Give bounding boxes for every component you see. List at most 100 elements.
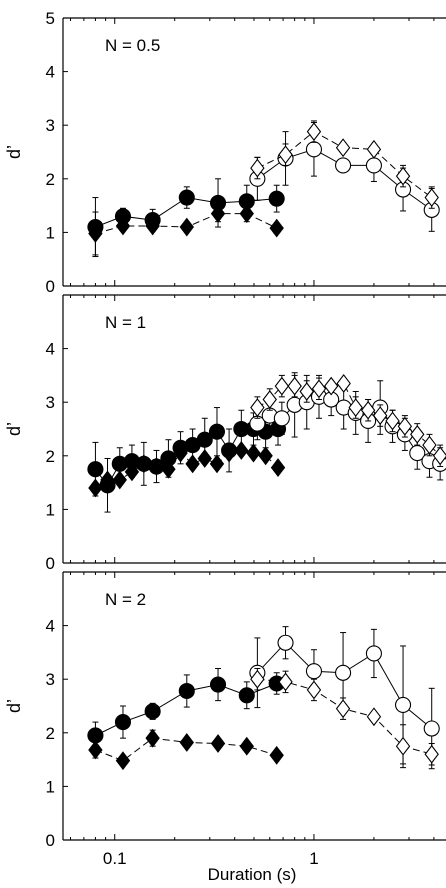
series-open-diamond bbox=[250, 667, 439, 769]
data-point-diamond bbox=[422, 435, 437, 455]
data-layer bbox=[87, 626, 440, 771]
data-point-diamond bbox=[306, 680, 322, 700]
y-tick-label: 0 bbox=[46, 277, 55, 296]
data-point-diamond bbox=[221, 443, 237, 463]
data-point-circle bbox=[394, 696, 412, 713]
series-open-diamond bbox=[250, 120, 439, 209]
data-point-circle bbox=[178, 189, 195, 206]
data-point-diamond bbox=[258, 446, 273, 466]
data-point-diamond bbox=[274, 376, 290, 396]
y-tick-label: 3 bbox=[46, 393, 55, 412]
data-point-diamond bbox=[145, 728, 160, 748]
series-filled-diamond bbox=[88, 728, 284, 771]
data-point-diamond bbox=[239, 204, 254, 224]
series-filled-diamond bbox=[88, 441, 286, 498]
data-point-diamond bbox=[234, 441, 249, 460]
data-point-circle bbox=[365, 645, 382, 662]
data-point-diamond bbox=[311, 379, 327, 399]
data-point-diamond bbox=[335, 138, 351, 158]
series-filled-circle bbox=[87, 178, 285, 258]
data-point-circle bbox=[409, 445, 426, 462]
panel-label: N = 2 bbox=[105, 590, 146, 609]
data-point-diamond bbox=[395, 736, 411, 756]
y-tick-label: 1 bbox=[46, 500, 55, 519]
y-tick-label: 2 bbox=[46, 447, 55, 466]
data-point-diamond bbox=[112, 470, 127, 490]
y-tick-label: 0 bbox=[46, 554, 55, 573]
data-point-diamond bbox=[250, 158, 265, 178]
data-point-diamond bbox=[306, 122, 322, 142]
data-point-circle bbox=[305, 141, 323, 158]
data-point-diamond bbox=[149, 457, 164, 476]
data-point-diamond bbox=[179, 733, 194, 752]
y-tick-label: 2 bbox=[46, 724, 55, 743]
panel-3: 0 1 2 3 4 0.1 1 d’ N = 2 bbox=[4, 571, 446, 868]
data-point-diamond bbox=[323, 376, 339, 396]
x-tick-label: 0.1 bbox=[103, 849, 127, 868]
data-point-diamond bbox=[115, 751, 131, 771]
data-point-circle bbox=[87, 461, 104, 478]
data-point-circle bbox=[365, 157, 382, 174]
series-open-circle bbox=[249, 122, 440, 232]
data-point-diamond bbox=[395, 166, 411, 186]
y-tick-label: 1 bbox=[46, 777, 55, 796]
data-point-diamond bbox=[299, 382, 314, 401]
data-point-diamond bbox=[262, 390, 277, 409]
data-point-diamond bbox=[366, 139, 382, 159]
y-tick-label: 0 bbox=[46, 831, 55, 850]
data-layer bbox=[87, 120, 440, 258]
data-point-diamond bbox=[424, 188, 439, 207]
data-point-diamond bbox=[366, 707, 382, 727]
x-axis-label: Duration (s) bbox=[208, 865, 297, 884]
y-tick-label: 2 bbox=[46, 170, 55, 189]
data-point-circle bbox=[423, 720, 440, 737]
data-point-diamond bbox=[136, 454, 152, 474]
data-point-diamond bbox=[197, 449, 212, 468]
data-layer bbox=[87, 372, 446, 513]
data-point-diamond bbox=[360, 400, 376, 420]
series-filled-diamond bbox=[88, 204, 284, 256]
y-tick-label: 4 bbox=[46, 63, 55, 82]
data-point-diamond bbox=[88, 740, 103, 760]
data-point-diamond bbox=[385, 411, 400, 431]
y-tick-label: 4 bbox=[46, 617, 55, 636]
data-point-circle bbox=[144, 703, 161, 720]
data-point-circle bbox=[335, 157, 352, 174]
data-point-diamond bbox=[410, 424, 425, 444]
data-point-diamond bbox=[124, 462, 140, 482]
y-tick-label: 3 bbox=[46, 670, 55, 689]
data-point-circle bbox=[273, 410, 290, 427]
panel-2: 0 1 2 3 4 d’ N = 1 bbox=[4, 294, 446, 573]
data-point-diamond bbox=[239, 736, 254, 756]
y-axis-label: d’ bbox=[4, 699, 24, 713]
data-point-diamond bbox=[100, 470, 115, 490]
y-tick-label: 4 bbox=[46, 340, 55, 359]
data-point-diamond bbox=[278, 145, 293, 165]
data-point-diamond bbox=[88, 478, 103, 498]
y-tick-label: 1 bbox=[46, 223, 55, 242]
panel-label: N = 0.5 bbox=[105, 36, 160, 55]
data-point-circle bbox=[196, 431, 213, 448]
data-point-circle bbox=[114, 714, 132, 731]
data-point-diamond bbox=[210, 204, 226, 224]
data-point-diamond bbox=[348, 398, 363, 417]
y-tick-label: 5 bbox=[46, 9, 55, 28]
data-point-diamond bbox=[250, 398, 265, 417]
data-point-diamond bbox=[246, 443, 261, 463]
data-point-circle bbox=[208, 423, 226, 440]
data-point-circle bbox=[335, 664, 352, 681]
data-point-diamond bbox=[185, 454, 200, 474]
data-point-diamond bbox=[270, 458, 286, 477]
data-point-diamond bbox=[145, 216, 160, 236]
data-point-diamond bbox=[372, 406, 388, 426]
series-open-diamond bbox=[250, 374, 446, 468]
data-point-circle bbox=[268, 190, 285, 207]
data-point-diamond bbox=[432, 446, 446, 466]
data-point-diamond bbox=[278, 672, 293, 692]
data-point-diamond bbox=[397, 416, 413, 436]
data-point-diamond bbox=[269, 218, 284, 238]
data-point-diamond bbox=[179, 217, 194, 237]
y-axis-label: d’ bbox=[4, 145, 24, 159]
data-point-circle bbox=[178, 682, 195, 700]
